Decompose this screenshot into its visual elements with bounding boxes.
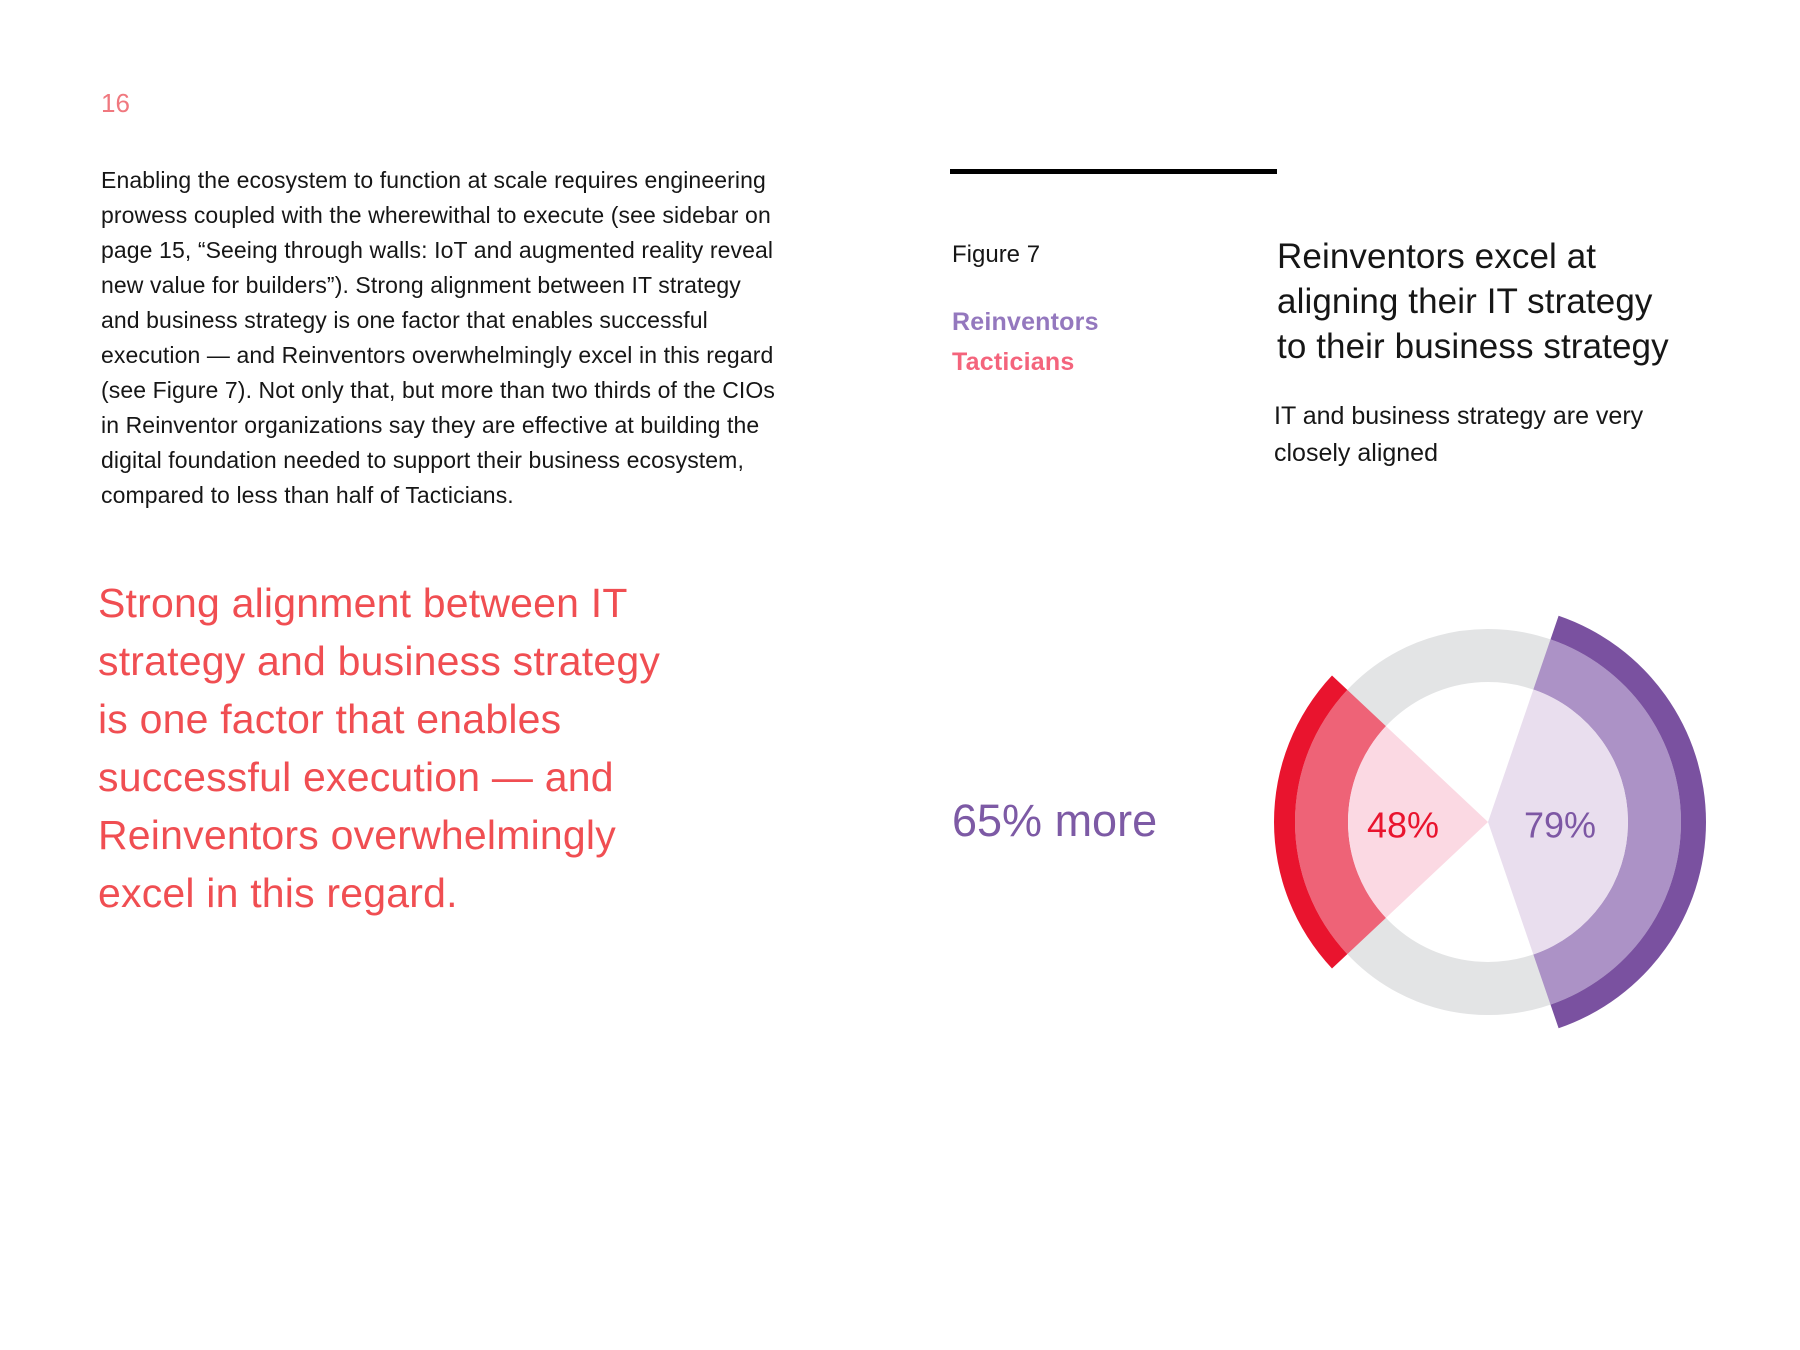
text-line: IT and business strategy are very [1274,402,1644,430]
text-line: strategy and business strategy [98,638,661,684]
text-line: page 15, “Seeing through walls: IoT and … [101,237,774,263]
text-line: new value for builders”). Strong alignme… [101,272,741,298]
ring-segment-reinventors [1533,639,1681,1005]
figure-legend: Reinventors Tacticians [952,302,1099,382]
text-line: excel in this regard. [98,870,458,916]
text-line: closely aligned [1274,439,1438,467]
legend-item-tacticians: Tacticians [952,348,1075,376]
body-paragraph: Enabling the ecosystem to function at sc… [101,163,775,513]
sector-reinventors [1488,689,1628,955]
chart-value-label-reinventors: 79% [1524,805,1596,846]
text-line: prowess coupled with the wherewithal to … [101,202,771,228]
text-line: compared to less than half of Tacticians… [101,482,514,508]
ring-segment-tacticians [1294,689,1386,955]
text-line: to their business strategy [1277,327,1669,366]
figure-label: Figure 7 [952,241,1041,268]
page-number: 16 [101,88,130,118]
outer-arc-reinventors [1550,615,1707,1029]
figure-top-rule [950,169,1277,174]
outer-arc-tacticians [1274,675,1348,969]
text-line: is one factor that enables [98,696,562,742]
text-line: digital foundation needed to support the… [101,447,744,473]
text-line: execution — and Reinventors overwhelming… [101,342,774,368]
text-line: successful execution — and [98,754,614,800]
text-line: Strong alignment between IT [98,580,628,626]
figure-annotation: 65% more [952,795,1158,846]
text-line: Enabling the ecosystem to function at sc… [101,167,766,193]
text-line: aligning their IT strategy [1277,282,1653,321]
legend-item-reinventors: Reinventors [952,308,1099,336]
text-line: and business strategy is one factor that… [101,307,708,333]
figure-chart: 79% 48% [1274,615,1707,1029]
sector-tacticians [1347,726,1488,918]
text-line: Reinventors overwhelmingly [98,812,616,858]
figure-subtitle: IT and business strategy are very closely… [1274,398,1643,472]
text-line: Reinventors excel at [1277,237,1597,276]
text-line: in Reinventor organizations say they are… [101,412,760,438]
text-line: (see Figure 7). Not only that, but more … [101,377,776,403]
figure-title: Reinventors excel at aligning their IT st… [1277,234,1669,369]
pull-quote: Strong alignment between IT strategy and … [98,574,660,922]
chart-value-label-tacticians: 48% [1367,805,1439,846]
